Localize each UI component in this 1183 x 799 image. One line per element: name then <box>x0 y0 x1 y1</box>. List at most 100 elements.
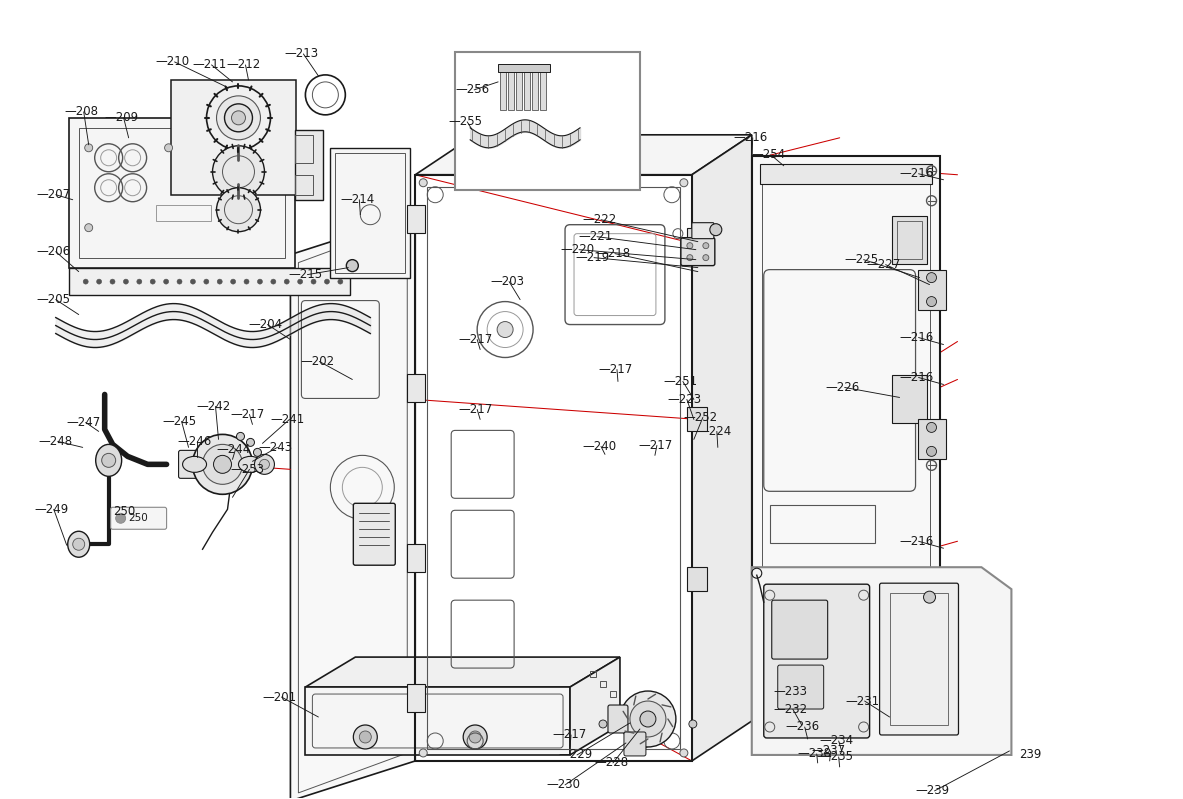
Circle shape <box>629 701 666 737</box>
Text: —249: —249 <box>34 503 69 516</box>
Text: —251: —251 <box>664 375 698 388</box>
Bar <box>892 376 926 423</box>
Circle shape <box>338 279 343 284</box>
Circle shape <box>464 725 487 749</box>
Circle shape <box>599 720 607 728</box>
Bar <box>897 221 922 259</box>
Circle shape <box>703 255 709 260</box>
Bar <box>407 544 425 572</box>
Circle shape <box>97 279 102 284</box>
Ellipse shape <box>67 531 90 557</box>
Circle shape <box>102 453 116 467</box>
Circle shape <box>497 321 513 337</box>
Bar <box>892 216 926 264</box>
FancyBboxPatch shape <box>764 584 870 738</box>
Bar <box>296 129 323 200</box>
Circle shape <box>259 459 270 469</box>
Polygon shape <box>570 657 620 755</box>
Text: —229: —229 <box>558 749 593 761</box>
Circle shape <box>203 279 209 284</box>
Text: —216: —216 <box>899 167 933 181</box>
Text: —201: —201 <box>263 690 297 704</box>
Bar <box>918 269 945 309</box>
Text: —224: —224 <box>698 425 732 438</box>
FancyBboxPatch shape <box>111 507 167 529</box>
Circle shape <box>254 455 274 475</box>
Text: —204: —204 <box>248 318 283 331</box>
Text: —206: —206 <box>37 245 71 258</box>
Text: —219: —219 <box>575 251 609 264</box>
Bar <box>532 68 538 109</box>
Text: —238: —238 <box>797 747 832 761</box>
Circle shape <box>640 711 655 727</box>
Bar <box>600 681 606 687</box>
Bar <box>918 419 945 459</box>
Polygon shape <box>170 80 297 195</box>
Text: —254: —254 <box>751 149 786 161</box>
Circle shape <box>360 731 371 743</box>
Text: —232: —232 <box>774 702 808 716</box>
Polygon shape <box>751 567 1011 755</box>
Text: —215: —215 <box>289 268 323 281</box>
Text: —210: —210 <box>156 55 189 69</box>
Text: —243: —243 <box>258 441 292 454</box>
Text: —247: —247 <box>66 416 101 429</box>
Text: —241: —241 <box>271 413 305 426</box>
Text: —209: —209 <box>104 111 138 125</box>
Circle shape <box>177 279 182 284</box>
Circle shape <box>163 279 169 284</box>
Circle shape <box>232 111 246 125</box>
Circle shape <box>926 447 937 456</box>
Text: —239: —239 <box>916 785 950 797</box>
Text: 239: 239 <box>1020 749 1042 761</box>
Circle shape <box>926 423 937 432</box>
Circle shape <box>680 749 687 757</box>
Circle shape <box>687 243 693 248</box>
Circle shape <box>85 144 92 152</box>
Text: —218: —218 <box>596 247 631 260</box>
Text: —237: —237 <box>812 745 846 757</box>
Circle shape <box>258 279 263 284</box>
Text: —240: —240 <box>582 440 616 453</box>
Ellipse shape <box>96 444 122 476</box>
Circle shape <box>137 279 142 284</box>
Text: —216: —216 <box>899 331 933 344</box>
Circle shape <box>710 224 722 236</box>
Text: —205: —205 <box>37 293 71 306</box>
Circle shape <box>246 439 254 447</box>
Polygon shape <box>692 135 751 761</box>
Text: —255: —255 <box>448 115 483 129</box>
Polygon shape <box>330 148 411 277</box>
Polygon shape <box>751 156 939 723</box>
Polygon shape <box>290 215 415 799</box>
Polygon shape <box>305 687 570 755</box>
Circle shape <box>237 432 245 440</box>
Circle shape <box>354 725 377 749</box>
Polygon shape <box>759 164 931 184</box>
FancyBboxPatch shape <box>681 237 715 265</box>
Circle shape <box>284 279 289 284</box>
Circle shape <box>253 448 261 456</box>
Text: —231: —231 <box>846 694 880 708</box>
Bar <box>498 64 550 72</box>
Text: —233: —233 <box>774 685 808 698</box>
FancyBboxPatch shape <box>354 503 395 565</box>
Circle shape <box>225 104 252 132</box>
Text: —253: —253 <box>231 463 265 476</box>
Circle shape <box>689 720 697 728</box>
Circle shape <box>470 731 481 743</box>
Bar <box>407 375 425 403</box>
Text: —223: —223 <box>668 393 702 406</box>
Text: —203: —203 <box>490 275 524 288</box>
Text: —228: —228 <box>594 757 628 769</box>
Text: —248: —248 <box>39 435 73 448</box>
Text: —216: —216 <box>899 535 933 548</box>
Text: —236: —236 <box>786 721 820 733</box>
Circle shape <box>924 591 936 603</box>
Text: —246: —246 <box>177 435 212 448</box>
Circle shape <box>703 243 709 248</box>
Text: —207: —207 <box>37 189 71 201</box>
Bar <box>770 505 874 543</box>
Text: —245: —245 <box>162 415 196 428</box>
Text: —227: —227 <box>867 258 901 271</box>
